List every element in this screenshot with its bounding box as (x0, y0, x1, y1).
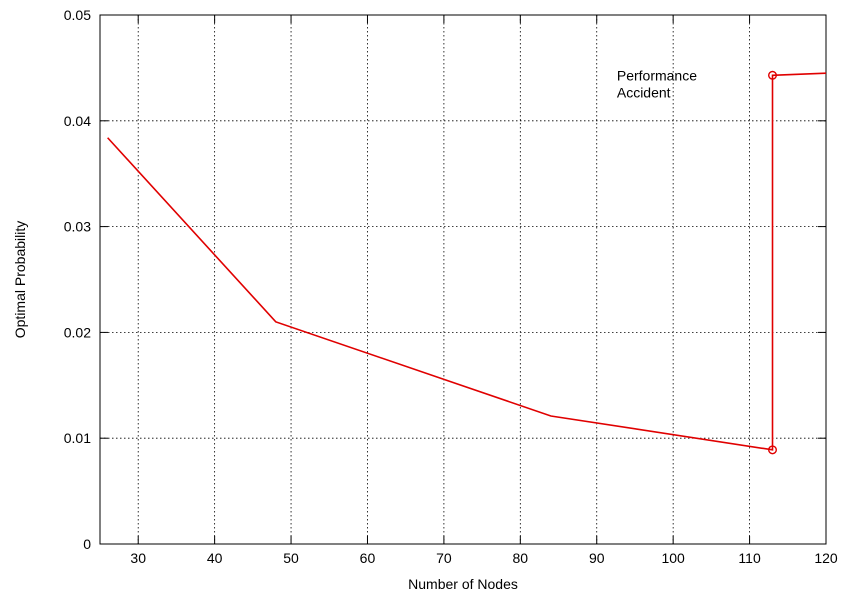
y-tick-label: 0.05 (64, 7, 91, 23)
x-tick-label: 30 (130, 550, 146, 566)
x-tick-label: 80 (513, 550, 529, 566)
x-tick-label: 70 (436, 550, 452, 566)
x-tick-label: 110 (738, 550, 761, 566)
x-tick-label: 100 (661, 550, 685, 566)
marker-layer (768, 70, 778, 455)
y-tick-label: 0.01 (64, 430, 91, 446)
axis-ticks (100, 14, 827, 545)
annotation-line-2: Accident (617, 84, 671, 100)
x-tick-label: 120 (814, 550, 838, 566)
x-tick-label: 60 (360, 550, 376, 566)
series-layer (107, 72, 827, 451)
y-tick-label: 0.03 (64, 219, 91, 235)
x-tick-label: 90 (589, 550, 605, 566)
x-tick-label: 50 (283, 550, 299, 566)
x-axis-title: Number of Nodes (408, 576, 518, 592)
y-tick-label: 0 (83, 536, 91, 552)
grid-lines (100, 15, 826, 544)
x-tick-labels: 30 40 50 60 70 80 90 100 110 120 (130, 550, 837, 566)
y-axis-title: Optimal Probability (12, 221, 28, 339)
series-line (107, 72, 827, 451)
plot-frame (99, 14, 827, 545)
y-tick-label: 0.02 (64, 324, 91, 340)
x-tick-label: 40 (207, 550, 223, 566)
data-point-marker (768, 70, 778, 80)
data-point-marker (768, 445, 778, 455)
y-tick-labels: 0 0.01 0.02 0.03 0.04 0.05 (64, 7, 91, 552)
y-tick-label: 0.04 (64, 113, 91, 129)
annotation-line-1: Performance (617, 67, 697, 83)
